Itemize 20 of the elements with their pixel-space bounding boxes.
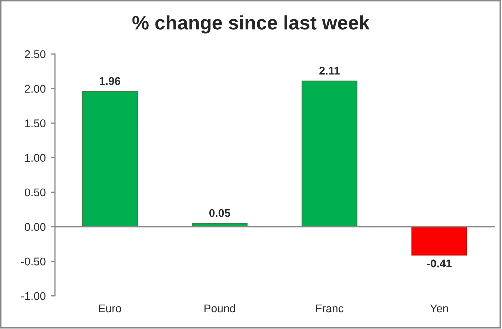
chart-title: % change since last week [132, 16, 370, 34]
y-tick-label: 0.00 [25, 223, 46, 232]
bar [302, 80, 358, 228]
data-label: 2.11 [320, 67, 340, 75]
x-tick-label: Yen [430, 304, 448, 313]
bar [412, 226, 468, 256]
y-tick-label: 1.50 [25, 120, 46, 128]
x-tick-label: Euro [99, 304, 122, 313]
data-label: -0.41 [427, 260, 452, 268]
y-tick-label: -1.00 [21, 292, 46, 300]
y-tick-label: 0.50 [25, 188, 46, 197]
y-tick-label: 1.00 [25, 154, 46, 162]
bar [82, 91, 138, 228]
x-tick-label: Pound [204, 304, 236, 313]
y-tick-label: 2.50 [25, 50, 46, 58]
x-tick-label: Franc [316, 304, 344, 313]
y-tick-label: -0.50 [21, 258, 46, 266]
data-label: 0.05 [210, 209, 230, 218]
data-label: 1.96 [100, 77, 121, 86]
y-tick-label: 2.00 [25, 85, 46, 93]
